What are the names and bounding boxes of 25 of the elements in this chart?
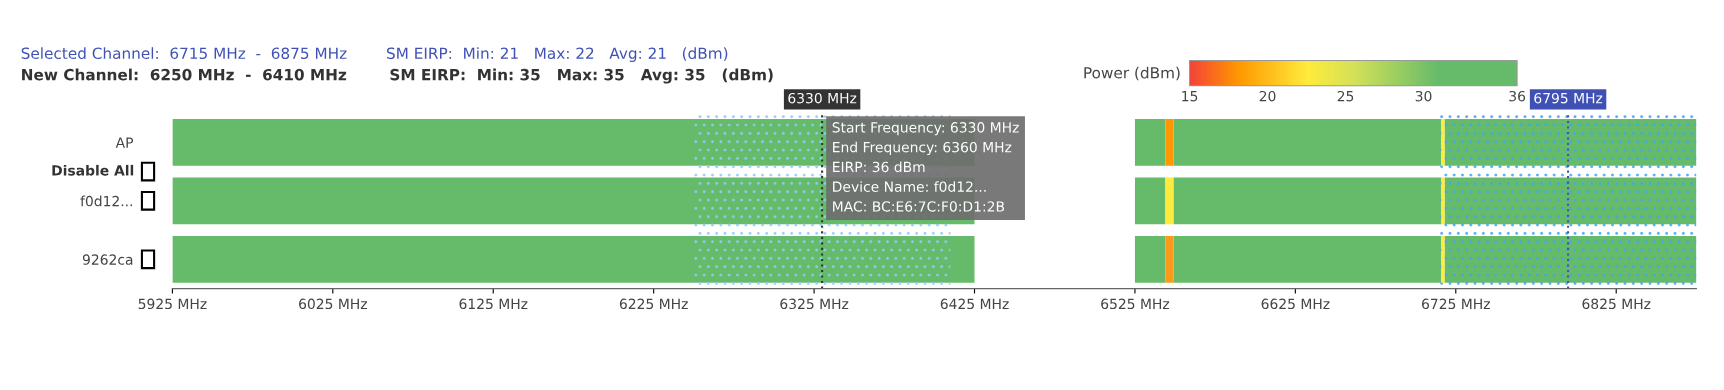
- x-tick-label: 6525 MHz: [1101, 298, 1170, 310]
- y-tick-label: 9262ca: [82, 254, 133, 265]
- color-bar-label: 25: [1337, 90, 1354, 102]
- ref-line-label: 6330 MHz: [788, 92, 857, 104]
- x-tick-label: 6325 MHz: [780, 298, 849, 310]
- annotation: Start Frequency: 6330 MHz End Frequency: 6360 MHz EIRP: 36 dBm Device Name: f0d12... MAC: BC:E6:7C:F0:D1:2B: [832, 122, 1019, 212]
- x-tick-label: 6025 MHz: [299, 298, 367, 310]
- color-bar-label: 20: [1259, 90, 1276, 102]
- x-tick-label: 6225 MHz: [619, 298, 688, 310]
- text: New Channel: 6250 MHz - 6410 MHz SM EIRP: Min: 35 Max: 35 Avg: 35 (dBm): [22, 68, 773, 84]
- color-bar-label: 15: [1182, 91, 1198, 102]
- color-bar-label: 36: [1509, 90, 1526, 102]
- x-tick-label: 6425 MHz: [940, 298, 1009, 310]
- y-tick-label: f0d12...: [80, 195, 133, 207]
- y-tick-label: AP: [115, 137, 134, 148]
- ref-line-label: 6795 MHz: [1534, 92, 1603, 104]
- color-bar-label: 30: [1415, 90, 1432, 102]
- text: Selected Channel: 6715 MHz - 6875 MHz SM EIRP: Min: 21 Max: 22 Avg: 21 (dBm): [21, 47, 728, 62]
- color-bar-title: Power (dBm): [1084, 66, 1180, 81]
- text: Disable All: [52, 164, 134, 176]
- x-tick-label: 6125 MHz: [459, 298, 528, 310]
- x-tick-label: 6725 MHz: [1422, 298, 1490, 310]
- x-tick-label: 5925 MHz: [138, 298, 207, 310]
- x-tick-label: 6625 MHz: [1261, 298, 1330, 310]
- x-tick-label: 6825 MHz: [1582, 298, 1651, 310]
